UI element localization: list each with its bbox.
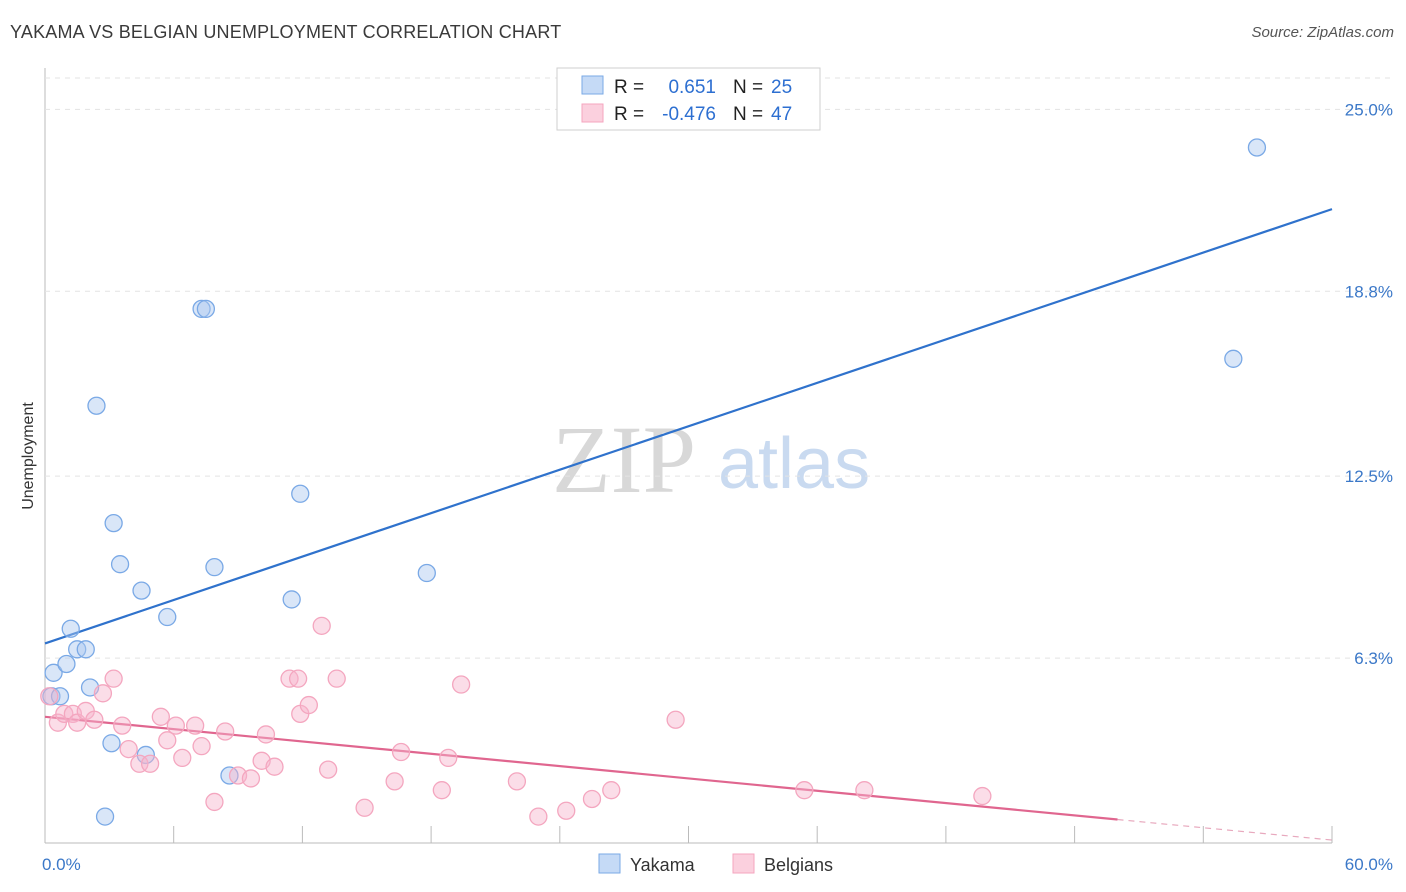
point-yakama-17	[205, 557, 224, 577]
point-belgians-11	[130, 754, 149, 773]
y-tick-label-3: 25.0%	[1345, 100, 1393, 119]
point-belgians-25	[265, 757, 284, 776]
point-yakama-23	[1224, 349, 1243, 368]
point-yakama-1	[44, 663, 63, 682]
legend-swatch-belgians	[581, 103, 604, 123]
gridlines	[45, 77, 1392, 659]
point-yakama-3	[57, 654, 76, 674]
data-points	[40, 138, 1267, 826]
point-yakama-11	[110, 555, 130, 574]
watermark: ZIP atlas	[552, 406, 870, 513]
x-axis-ticks	[44, 826, 1333, 843]
point-belgians-19	[205, 792, 224, 812]
point-yakama-19	[282, 590, 301, 609]
point-belgians-27	[288, 669, 308, 688]
point-belgians-34	[385, 772, 404, 791]
point-yakama-22	[1247, 138, 1267, 157]
point-yakama-20	[291, 484, 310, 503]
point-belgians-22	[241, 769, 261, 788]
point-belgians-44	[666, 710, 685, 729]
point-belgians-42	[582, 789, 602, 809]
bottom-legend-label-yakama: Yakama	[630, 855, 696, 875]
legend-r-value-yakama: 0.651	[668, 77, 716, 98]
point-belgians-38	[451, 675, 471, 694]
y-tick-label-2: 18.8%	[1345, 282, 1393, 301]
point-belgians-13	[151, 707, 170, 726]
x-axis-tick-labels: 0.0% 60.0%	[42, 855, 1393, 874]
point-belgians-45	[795, 781, 814, 800]
point-yakama-24	[95, 807, 115, 826]
legend-n-value-yakama: 25	[771, 77, 792, 98]
trend-lines	[44, 208, 1333, 841]
point-yakama-16	[196, 299, 216, 319]
point-belgians-35	[391, 742, 411, 762]
x-tick-label-1: 60.0%	[1345, 855, 1393, 874]
point-belgians-40	[529, 807, 548, 826]
point-belgians-31	[318, 760, 338, 779]
legend-r-label-belgians: R =	[614, 104, 644, 125]
trend-line-belgians	[44, 715, 1118, 821]
trend-line-yakama	[44, 208, 1333, 645]
point-belgians-7	[93, 684, 113, 703]
point-belgians-39	[507, 772, 527, 791]
source-credit: Source: ZipAtlas.com	[1251, 24, 1394, 41]
point-yakama-4	[61, 619, 80, 638]
series-legend: Yakama Belgians	[598, 853, 833, 875]
point-belgians-17	[185, 716, 205, 735]
y-axis-label: Unemployment	[20, 402, 37, 510]
svg-text:atlas: atlas	[718, 424, 870, 504]
chart-title: YAKAMA VS BELGIAN UNEMPLOYMENT CORRELATI…	[10, 22, 562, 42]
bottom-legend-swatch-belgians	[732, 853, 755, 874]
point-belgians-9	[113, 716, 132, 735]
point-yakama-14	[158, 607, 177, 627]
point-belgians-30	[312, 616, 331, 635]
point-belgians-47	[973, 786, 992, 806]
point-belgians-15	[166, 716, 185, 735]
point-belgians-16	[173, 748, 192, 768]
point-belgians-20	[216, 722, 235, 741]
legend-r-value-belgians: -0.476	[662, 104, 716, 125]
point-belgians-32	[327, 669, 346, 688]
y-tick-label-1: 12.5%	[1345, 467, 1393, 486]
point-belgians-41	[557, 801, 576, 820]
y-tick-label-0: 6.3%	[1354, 649, 1393, 668]
point-belgians-8	[104, 669, 123, 688]
legend-n-value-belgians: 47	[771, 104, 792, 125]
point-yakama-6	[76, 640, 95, 659]
point-belgians-0	[40, 687, 59, 706]
point-yakama-2	[50, 687, 70, 706]
legend-n-label-belgians: N =	[733, 104, 763, 125]
point-yakama-9	[102, 734, 121, 753]
point-belgians-6	[85, 710, 104, 729]
svg-text:ZIP: ZIP	[552, 406, 696, 513]
point-belgians-46	[855, 781, 874, 800]
point-belgians-10	[119, 739, 138, 759]
point-belgians-12	[140, 754, 160, 773]
bottom-legend-label-belgians: Belgians	[764, 855, 833, 875]
point-belgians-29	[299, 695, 318, 715]
point-yakama-8	[87, 396, 106, 415]
x-tick-label-0: 0.0%	[42, 855, 81, 874]
point-belgians-36	[432, 781, 451, 800]
legend-r-label-yakama: R =	[614, 77, 644, 98]
legend-swatch-yakama	[581, 75, 604, 95]
point-belgians-37	[439, 748, 458, 768]
point-yakama-21	[417, 563, 436, 583]
point-belgians-33	[355, 798, 374, 817]
trend-line-extension-belgians	[1117, 818, 1333, 841]
bottom-legend-swatch-yakama	[598, 853, 621, 874]
legend-n-label-yakama: N =	[733, 77, 763, 98]
point-belgians-18	[192, 737, 211, 756]
stats-legend: R = 0.651 N = 25 R = -0.476 N = 47	[556, 67, 821, 131]
point-belgians-14	[158, 731, 177, 750]
point-belgians-43	[602, 781, 621, 800]
point-yakama-10	[104, 513, 123, 533]
y-axis-tick-labels: 6.3% 12.5% 18.8% 25.0%	[1345, 100, 1393, 668]
point-yakama-15	[192, 299, 211, 319]
point-belgians-24	[256, 725, 276, 744]
point-yakama-12	[132, 581, 151, 600]
